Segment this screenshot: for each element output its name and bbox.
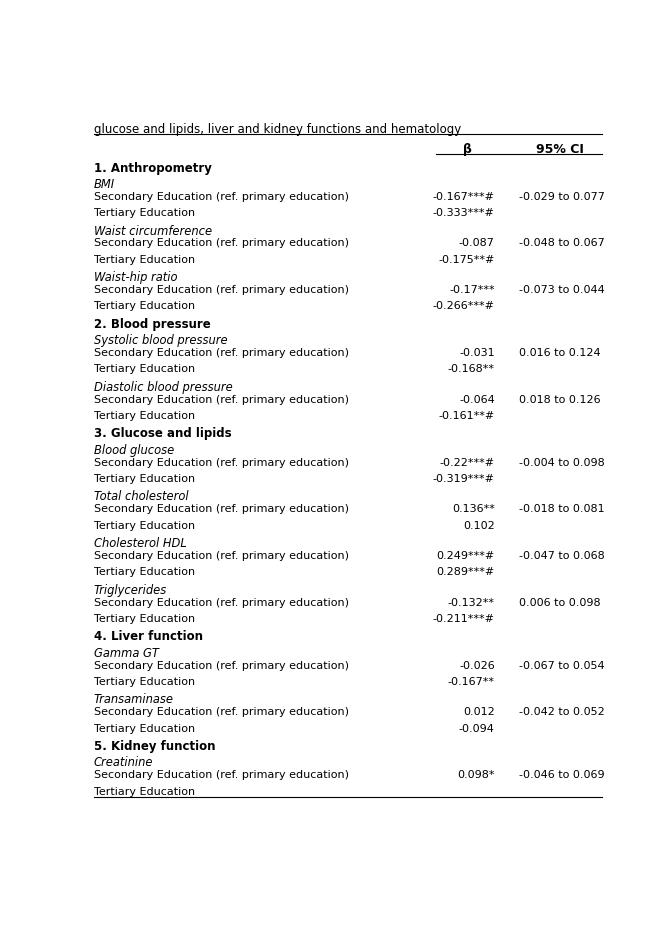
Text: 5. Kidney function: 5. Kidney function (94, 740, 215, 753)
Text: -0.319***#: -0.319***# (433, 474, 495, 484)
Text: Secondary Education (ref. primary education): Secondary Education (ref. primary educat… (94, 238, 349, 249)
Text: Tertiary Education: Tertiary Education (94, 614, 195, 624)
Text: Secondary Education (ref. primary education): Secondary Education (ref. primary educat… (94, 660, 349, 671)
Text: Systolic blood pressure: Systolic blood pressure (94, 334, 227, 347)
Text: 1. Anthropometry: 1. Anthropometry (94, 162, 212, 175)
Text: Triglycerides: Triglycerides (94, 584, 167, 597)
Text: -0.175**#: -0.175**# (438, 254, 495, 265)
Text: Tertiary Education: Tertiary Education (94, 568, 195, 577)
Text: Secondary Education (ref. primary education): Secondary Education (ref. primary educat… (94, 458, 349, 467)
Text: Secondary Education (ref. primary education): Secondary Education (ref. primary educat… (94, 504, 349, 515)
Text: Waist circumference: Waist circumference (94, 224, 212, 237)
Text: 0.102: 0.102 (463, 520, 495, 531)
Text: Tertiary Education: Tertiary Education (94, 254, 195, 265)
Text: 0.006 to 0.098: 0.006 to 0.098 (519, 598, 601, 607)
Text: -0.029 to 0.077: -0.029 to 0.077 (519, 192, 605, 201)
Text: 2. Blood pressure: 2. Blood pressure (94, 318, 211, 331)
Text: 0.098*: 0.098* (458, 770, 495, 780)
Text: Tertiary Education: Tertiary Education (94, 786, 195, 797)
Text: -0.067 to 0.054: -0.067 to 0.054 (519, 660, 605, 671)
Text: -0.161**#: -0.161**# (438, 412, 495, 421)
Text: -0.048 to 0.067: -0.048 to 0.067 (519, 238, 605, 249)
Text: Tertiary Education: Tertiary Education (94, 364, 195, 375)
Text: Tertiary Education: Tertiary Education (94, 302, 195, 311)
Text: Secondary Education (ref. primary education): Secondary Education (ref. primary educat… (94, 551, 349, 561)
Text: Tertiary Education: Tertiary Education (94, 208, 195, 219)
Text: Secondary Education (ref. primary education): Secondary Education (ref. primary educat… (94, 348, 349, 359)
Text: Tertiary Education: Tertiary Education (94, 677, 195, 687)
Text: Diastolic blood pressure: Diastolic blood pressure (94, 381, 233, 394)
Text: -0.132**: -0.132** (448, 598, 495, 607)
Text: 0.012: 0.012 (463, 708, 495, 717)
Text: -0.004 to 0.098: -0.004 to 0.098 (519, 458, 605, 467)
Text: -0.073 to 0.044: -0.073 to 0.044 (519, 285, 605, 295)
Text: Secondary Education (ref. primary education): Secondary Education (ref. primary educat… (94, 192, 349, 201)
Text: Secondary Education (ref. primary education): Secondary Education (ref. primary educat… (94, 394, 349, 405)
Text: 0.018 to 0.126: 0.018 to 0.126 (519, 394, 601, 405)
Text: Waist-hip ratio: Waist-hip ratio (94, 272, 177, 284)
Text: Gamma GT: Gamma GT (94, 647, 159, 659)
Text: Creatinine: Creatinine (94, 757, 153, 769)
Text: 0.136**: 0.136** (452, 504, 495, 515)
Text: BMI: BMI (94, 178, 115, 191)
Text: -0.046 to 0.069: -0.046 to 0.069 (519, 770, 605, 780)
Text: -0.026: -0.026 (459, 660, 495, 671)
Text: β: β (463, 143, 472, 156)
Text: -0.17***: -0.17*** (449, 285, 495, 295)
Text: Blood glucose: Blood glucose (94, 444, 174, 457)
Text: Tertiary Education: Tertiary Education (94, 520, 195, 531)
Text: -0.094: -0.094 (459, 724, 495, 733)
Text: Secondary Education (ref. primary education): Secondary Education (ref. primary educat… (94, 598, 349, 607)
Text: -0.167***#: -0.167***# (433, 192, 495, 201)
Text: Tertiary Education: Tertiary Education (94, 724, 195, 733)
Text: Secondary Education (ref. primary education): Secondary Education (ref. primary educat… (94, 285, 349, 295)
Text: Tertiary Education: Tertiary Education (94, 474, 195, 484)
Text: -0.211***#: -0.211***# (433, 614, 495, 624)
Text: -0.168**: -0.168** (448, 364, 495, 375)
Text: -0.047 to 0.068: -0.047 to 0.068 (519, 551, 605, 561)
Text: Tertiary Education: Tertiary Education (94, 412, 195, 421)
Text: Secondary Education (ref. primary education): Secondary Education (ref. primary educat… (94, 770, 349, 780)
Text: -0.018 to 0.081: -0.018 to 0.081 (519, 504, 605, 515)
Text: -0.333***#: -0.333***# (433, 208, 495, 219)
Text: Cholesterol HDL: Cholesterol HDL (94, 537, 187, 550)
Text: -0.266***#: -0.266***# (433, 302, 495, 311)
Text: 3. Glucose and lipids: 3. Glucose and lipids (94, 428, 231, 441)
Text: -0.031: -0.031 (459, 348, 495, 359)
Text: 4. Liver function: 4. Liver function (94, 630, 203, 643)
Text: Secondary Education (ref. primary education): Secondary Education (ref. primary educat… (94, 708, 349, 717)
Text: glucose and lipids, liver and kidney functions and hematology: glucose and lipids, liver and kidney fun… (94, 123, 461, 136)
Text: -0.22***#: -0.22***# (440, 458, 495, 467)
Text: 0.249***#: 0.249***# (437, 551, 495, 561)
Text: 0.289***#: 0.289***# (437, 568, 495, 577)
Text: -0.042 to 0.052: -0.042 to 0.052 (519, 708, 605, 717)
Text: 0.016 to 0.124: 0.016 to 0.124 (519, 348, 601, 359)
Text: Total cholesterol: Total cholesterol (94, 490, 189, 503)
Text: -0.087: -0.087 (459, 238, 495, 249)
Text: Transaminase: Transaminase (94, 693, 174, 707)
Text: 95% CI: 95% CI (536, 143, 583, 156)
Text: -0.167**: -0.167** (448, 677, 495, 687)
Text: -0.064: -0.064 (459, 394, 495, 405)
